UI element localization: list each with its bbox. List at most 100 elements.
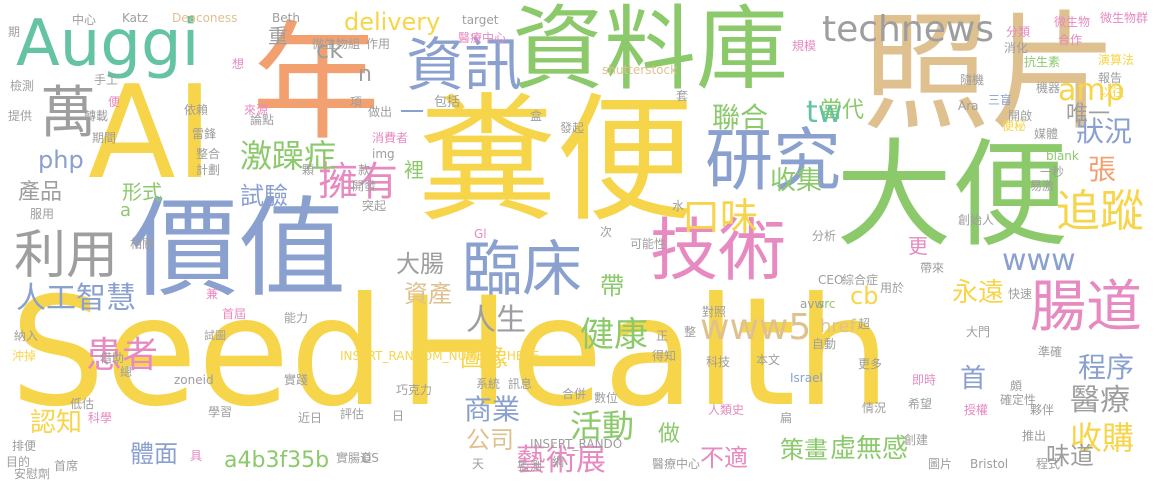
- cloud-word: 藝術展: [516, 443, 606, 478]
- cloud-word: 醫療中心: [458, 31, 507, 45]
- cloud-word: Seed: [10, 266, 385, 440]
- cloud-word: 微生物: [1054, 15, 1091, 29]
- cloud-word: 易激: [1030, 179, 1055, 193]
- cloud-word: DS: [362, 451, 379, 465]
- cloud-word: 開啟: [1008, 109, 1033, 123]
- cloud-word: 唯一: [1066, 102, 1111, 127]
- cloud-word: 近日: [298, 411, 323, 425]
- cloud-word: 依賴: [184, 103, 209, 117]
- cloud-word: 永遠: [952, 278, 1005, 308]
- cloud-word: Health: [398, 266, 891, 440]
- cloud-word: ck: [316, 36, 344, 64]
- cloud-word: AI: [88, 59, 214, 208]
- cloud-word: INSERT_RANDO: [530, 437, 623, 451]
- cloud-word: 帶來: [920, 261, 945, 275]
- cloud-word: 轉載: [84, 109, 109, 123]
- cloud-word: 分類: [1006, 25, 1031, 39]
- cloud-word: 當代: [820, 98, 865, 123]
- cloud-word: 人工智慧: [16, 281, 136, 316]
- cloud-word: 試圖: [204, 329, 226, 342]
- cloud-word: 三盲: [988, 93, 1013, 107]
- cloud-word: target: [462, 13, 499, 27]
- cloud-word: 款: [358, 163, 371, 177]
- cloud-word: 突起: [362, 199, 387, 213]
- cloud-word: 機器: [1036, 81, 1061, 95]
- cloud-word: 評估: [340, 407, 365, 421]
- cloud-word: 形式: [122, 180, 162, 204]
- cloud-word: 收購: [1070, 419, 1135, 457]
- cloud-word: 做出: [368, 105, 393, 119]
- cloud-word: 低估: [70, 397, 95, 411]
- cloud-word: 自動: [812, 337, 837, 351]
- cloud-word: 腸道: [1030, 275, 1142, 340]
- cloud-word: a4b3f35b: [224, 448, 330, 473]
- cloud-word: 做: [658, 422, 681, 447]
- cloud-word: 期: [8, 25, 21, 39]
- cloud-word: 扁: [780, 411, 793, 425]
- cloud-word: 實踐: [284, 373, 309, 387]
- cloud-word: 套: [676, 89, 689, 103]
- cloud-word: 年: [252, 9, 381, 158]
- cloud-word: 大便: [836, 128, 1068, 263]
- cloud-word: 數位: [594, 391, 619, 405]
- cloud-word: 綜合症: [842, 273, 879, 287]
- cloud-word: 口味: [682, 195, 759, 239]
- cloud-word: 人類史: [708, 403, 745, 417]
- cloud-word: 訊息: [508, 377, 533, 391]
- cloud-word: 媒體: [1034, 127, 1059, 141]
- cloud-word: 借助: [100, 351, 125, 365]
- cloud-word: 具: [190, 449, 203, 463]
- cloud-word: shutterstock: [602, 63, 678, 77]
- cloud-word: 中心: [72, 13, 97, 27]
- cloud-word: 正: [656, 329, 669, 343]
- cloud-word: 發起: [560, 121, 585, 135]
- cloud-word: 價值: [130, 187, 347, 312]
- cloud-word: avw: [800, 297, 825, 311]
- cloud-word: 夥伴: [1030, 403, 1055, 417]
- cloud-word: 利用: [14, 226, 119, 286]
- cloud-word: 一: [400, 98, 424, 126]
- cloud-word: 聯合: [712, 101, 769, 134]
- cloud-word: 目的: [6, 455, 31, 469]
- cloud-word: 期間: [92, 131, 117, 145]
- cloud-word: 微生物組: [312, 37, 361, 51]
- cloud-word: 張: [1088, 153, 1117, 186]
- cloud-word: 對照: [702, 305, 727, 319]
- cloud-word: 項: [350, 95, 363, 109]
- cloud-word: 圖像: [460, 344, 508, 372]
- cloud-word: 活動: [570, 407, 635, 445]
- cloud-word: technews: [822, 9, 995, 50]
- cloud-word: 得知: [652, 349, 677, 363]
- cloud-word: 想: [232, 57, 245, 71]
- cloud-word: 合作: [1058, 33, 1083, 47]
- cloud-word: 以往: [1100, 85, 1125, 99]
- cloud-word: 資料庫: [512, 0, 789, 103]
- cloud-word: 一秒: [1040, 165, 1065, 179]
- cloud-word: 演算法: [1098, 53, 1135, 67]
- cloud-word: 產品: [18, 180, 63, 205]
- cloud-word: 快速: [1008, 287, 1033, 301]
- cloud-word: 天: [472, 457, 485, 471]
- cloud-word: 總: [120, 365, 133, 379]
- cloud-word: 授權: [964, 403, 989, 417]
- cloud-word: 情況: [862, 401, 887, 415]
- cloud-word: 顆: [302, 163, 315, 177]
- cloud-word: 不適: [700, 444, 748, 472]
- cloud-word: 策畫: [780, 436, 828, 464]
- cloud-word: 相關: [130, 237, 155, 251]
- cloud-word: 體面: [130, 440, 178, 468]
- cloud-word: 臨床: [462, 235, 582, 305]
- cloud-word: 追蹤: [1056, 186, 1144, 237]
- cloud-word: zoneid: [174, 373, 214, 387]
- cloud-word: 消化: [1004, 41, 1029, 55]
- cloud-word: 首: [960, 364, 987, 394]
- cloud-word: 大腸: [396, 250, 444, 278]
- cloud-word: Katz: [122, 11, 149, 25]
- cloud-word: 照片: [862, 0, 1119, 148]
- cloud-word: 醫療中心: [652, 457, 701, 471]
- cloud-word: 創始人: [958, 213, 995, 227]
- cloud-word: 即時: [912, 373, 937, 387]
- cloud-word: 公司: [466, 426, 514, 454]
- cloud-word: php: [38, 146, 84, 174]
